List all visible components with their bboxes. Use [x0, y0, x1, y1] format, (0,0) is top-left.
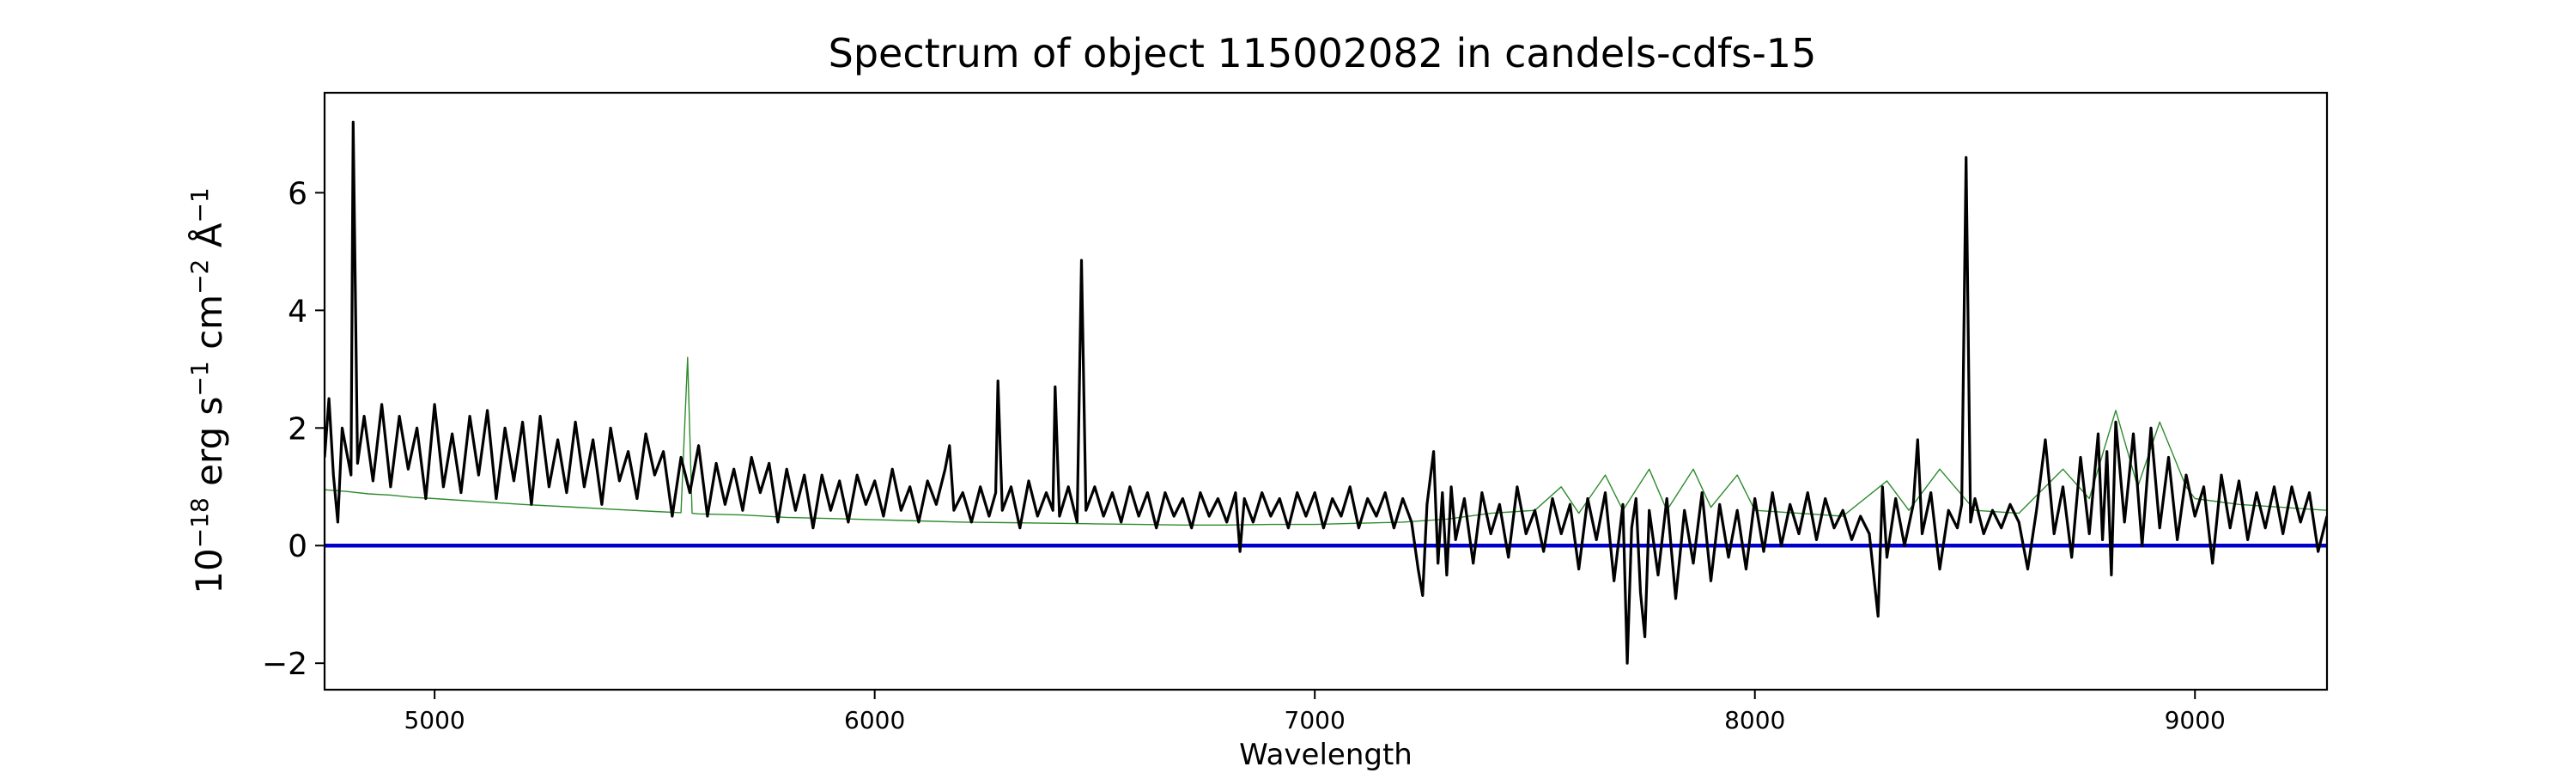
x-axis-label: Wavelength — [1239, 738, 1413, 772]
y-axis-label: 10−18 erg s−1 cm−2 Å−1 — [185, 187, 230, 593]
plot-area — [323, 91, 2329, 691]
x-tick-label: 9000 — [2165, 706, 2226, 734]
y-label-exp3: −1 — [185, 187, 214, 222]
y-label-unit1: erg s — [188, 397, 230, 498]
x-tick-label: 7000 — [1285, 706, 1346, 734]
x-tick-label: 5000 — [404, 706, 465, 734]
series-line-flux — [325, 120, 2327, 665]
series-layer — [325, 120, 2327, 665]
y-label-exp1: −1 — [185, 361, 214, 396]
x-tick-label: 8000 — [1724, 706, 1785, 734]
y-tick-label: −2 — [262, 647, 307, 682]
x-tick-label: 6000 — [844, 706, 905, 734]
plot-frame — [323, 91, 2329, 691]
y-tick-label: 4 — [288, 294, 307, 329]
x-axis: 5000 6000 7000 8000 9000 — [404, 690, 2226, 734]
y-axis: −2 0 2 4 6 — [262, 176, 325, 682]
y-label-exp: −18 — [185, 497, 214, 548]
y-tick-label: 2 — [288, 411, 307, 447]
y-tick-label: 0 — [288, 529, 307, 564]
y-label-unit2: cm — [188, 295, 230, 361]
y-label-base: 10 — [188, 548, 230, 593]
y-label-exp2: −2 — [185, 259, 214, 295]
chart-title: Spectrum of object 115002082 in candels-… — [829, 30, 1817, 76]
y-tick-label: 6 — [288, 176, 307, 211]
series-line-noise — [325, 356, 2327, 526]
y-label-unit3: Å — [187, 222, 230, 259]
